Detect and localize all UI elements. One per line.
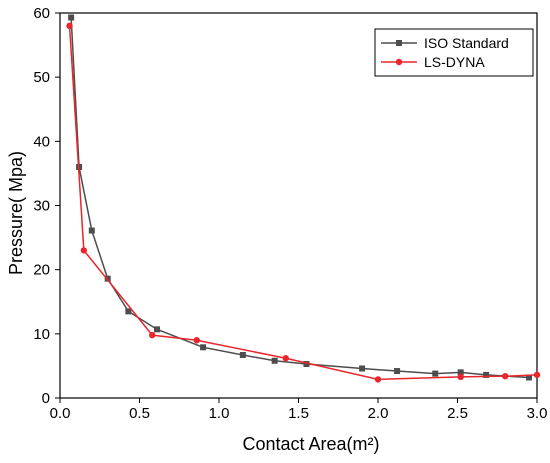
data-point-ls-dyna (457, 373, 464, 381)
y-tick-label: 10 (33, 326, 50, 343)
x-tick-label: 2.5 (447, 405, 468, 422)
data-point-iso-standard (483, 371, 490, 378)
x-tick-label: 1.0 (209, 405, 230, 422)
data-point-ls-dyna (80, 247, 88, 254)
data-point-ls-dyna (193, 337, 200, 344)
y-tick-label: 20 (33, 262, 50, 279)
data-point-iso-standard (303, 360, 310, 367)
data-point-ls-dyna (374, 376, 382, 383)
data-point-iso-standard (432, 370, 439, 377)
series-layer (66, 14, 541, 383)
data-point-iso-standard (200, 344, 207, 351)
data-point-iso-standard (68, 14, 75, 21)
y-tick-label: 60 (33, 5, 50, 22)
data-point-iso-standard (457, 369, 464, 376)
y-tick-label: 40 (33, 133, 50, 150)
series-line-iso-standard (70, 17, 530, 379)
data-point-iso-standard (526, 374, 533, 381)
data-point-ls-dyna (66, 22, 73, 30)
x-tick-label: 3.0 (527, 405, 548, 422)
data-point-iso-standard (88, 227, 95, 234)
legend-lsdyna-marker (395, 58, 403, 66)
data-point-ls-dyna (282, 355, 289, 362)
x-tick-label: 2.0 (368, 405, 389, 422)
ticks-layer: 0.0 0.5 1.0 1.5 2.0 2.5 3.0 0 10 20 30 40 50 60 (33, 5, 547, 422)
data-point-iso-standard (239, 352, 246, 359)
y-tick-label: 0 (42, 390, 50, 407)
x-tick-label: 0.5 (129, 405, 150, 422)
data-point-iso-standard (104, 275, 111, 282)
x-axis-label: Contact Area(m²) (242, 434, 379, 454)
data-point-ls-dyna (149, 331, 156, 339)
data-point-iso-standard (359, 365, 366, 372)
legend-lsdyna-label: LS-DYNA (424, 54, 485, 70)
x-tick-label: 1.5 (288, 405, 309, 422)
y-tick-label: 50 (33, 69, 50, 86)
data-point-iso-standard (125, 308, 132, 315)
legend-iso-label: ISO Standard (424, 35, 509, 51)
data-point-iso-standard (394, 368, 401, 375)
y-tick-label: 30 (33, 198, 50, 215)
series-line-ls-dyna (68, 25, 538, 381)
legend: ISO Standard LS-DYNA (374, 28, 534, 77)
series-ls-dyna (66, 22, 541, 383)
x-tick-label: 0.0 (50, 405, 71, 422)
data-point-iso-standard (271, 357, 278, 364)
data-point-ls-dyna (502, 372, 509, 380)
legend-box (374, 28, 534, 77)
data-point-ls-dyna (533, 371, 541, 379)
y-axis-label: Pressure( Mpa) (6, 151, 26, 275)
legend-iso-marker (396, 40, 402, 46)
data-point-iso-standard (153, 326, 160, 333)
